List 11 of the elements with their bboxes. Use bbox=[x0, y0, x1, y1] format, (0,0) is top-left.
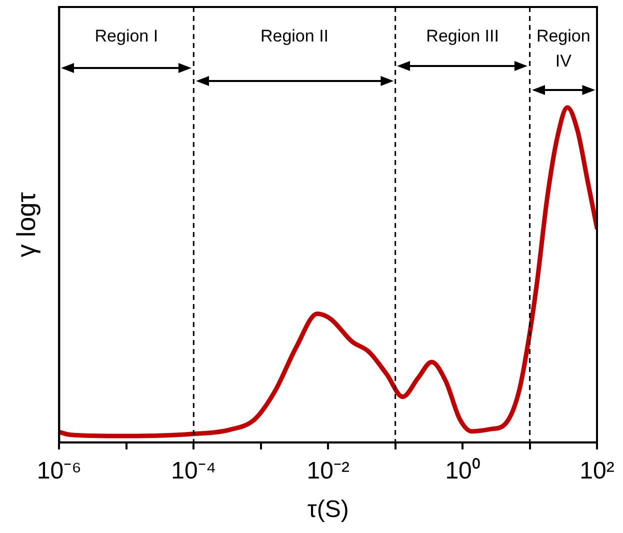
x-axis-title: τ(S) bbox=[307, 496, 349, 524]
x-tick-label: 10⁻² bbox=[306, 457, 350, 484]
y-axis-title: γ logτ bbox=[10, 191, 41, 258]
x-tick-label: 10⁰ bbox=[445, 457, 480, 484]
text: Region IV bbox=[536, 26, 590, 71]
text: Region II bbox=[260, 26, 329, 46]
x-tick-label: 10⁻⁶ bbox=[36, 457, 82, 484]
text: Region I bbox=[94, 26, 158, 46]
text: Region III bbox=[426, 26, 499, 46]
x-tick-label: 10² bbox=[580, 457, 614, 484]
x-tick-label: 10⁻⁴ bbox=[171, 457, 216, 484]
